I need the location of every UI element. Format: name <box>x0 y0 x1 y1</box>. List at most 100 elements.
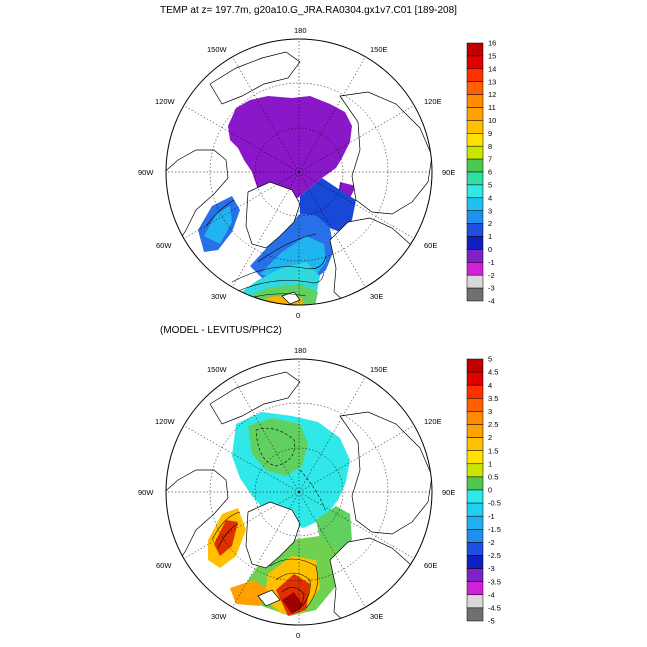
colorbar-cell <box>466 568 484 582</box>
colorbar-tick-label: 4 <box>488 193 492 202</box>
colorbar-cell <box>466 594 484 609</box>
p2-lon-150w: 150W <box>207 365 228 374</box>
colorbar-tick-label: 2 <box>488 433 492 442</box>
p1-lon-120e: 120E <box>424 97 442 106</box>
colorbar-tick-label: -1 <box>488 258 495 267</box>
colorbar-tick-label: 0.5 <box>488 473 498 482</box>
p2-lon-60e: 60E <box>424 561 437 570</box>
colorbar-tick-label: -3.5 <box>488 577 501 586</box>
colorbar-tick-label: -3 <box>488 284 495 293</box>
colorbar-cell <box>466 542 484 556</box>
p1-lon-60w: 60W <box>156 241 172 250</box>
colorbar-tick-label: 13 <box>488 77 496 86</box>
colorbar-cell <box>466 145 484 160</box>
p2-lon-30w: 30W <box>211 612 227 621</box>
colorbar-cell <box>466 371 484 386</box>
colorbar-cell <box>466 581 484 596</box>
diff-arctic-positive <box>248 418 308 476</box>
colorbar-cell <box>466 42 484 57</box>
colorbar-cell <box>466 450 484 465</box>
p1-lon-0: 0 <box>296 311 300 320</box>
colorbar-tick-label: 15 <box>488 52 496 61</box>
land2-greenland <box>245 501 301 569</box>
colorbar-cell <box>466 223 484 237</box>
colorbar-tick-label: 2 <box>488 219 492 228</box>
colorbar-tick-label: 4.5 <box>488 368 498 377</box>
colorbar-cell <box>466 197 484 211</box>
panel1-title: TEMP at z= 197.7m, g20a10.G_JRA.RA0304.g… <box>160 5 457 16</box>
p2-lon-120w: 120W <box>155 417 176 426</box>
colorbar-tick-label: 2.5 <box>488 420 498 429</box>
p1-lon-30w: 30W <box>211 292 227 301</box>
field-barents-cool <box>300 178 356 232</box>
colorbar-tick-label: 3 <box>488 206 492 215</box>
colorbar-cell <box>466 133 484 147</box>
colorbar-tick-label: 16 <box>488 39 496 48</box>
colorbar-cell <box>466 55 484 70</box>
p2-lon-30e: 30E <box>370 612 383 621</box>
colorbar-tick-label: 5 <box>488 181 492 190</box>
colorbar-tick-label: 3.5 <box>488 394 498 403</box>
colorbar-tick-label: -2 <box>488 271 495 280</box>
p2-lon-90w: 90W <box>138 488 154 497</box>
colorbar-tick-label: 10 <box>488 116 496 125</box>
p2-lon-90e: 90E <box>442 488 455 497</box>
colorbar-cell <box>466 502 484 517</box>
p1-lon-60e: 60E <box>424 241 437 250</box>
colorbar-tick-label: -2.5 <box>488 551 501 560</box>
colorbar-cell <box>466 81 484 95</box>
colorbar-tick-label: 5 <box>488 355 492 364</box>
land-alaska <box>209 51 301 105</box>
colorbar-tick-label: -4.5 <box>488 604 501 613</box>
colorbar-tick-label: 3 <box>488 407 492 416</box>
colorbar-cell <box>466 424 484 438</box>
colorbar-cell <box>466 287 484 302</box>
panel2-title: (MODEL - LEVITUS/PHC2) <box>160 325 282 336</box>
colorbar-tick-label: 7 <box>488 155 492 164</box>
panel2-colorbar: 5 4.5 4 3.5 3 2.5 2 1.5 1 0.5 0 -0.5 -1 -1.5 -2 -2.5 -3 -… <box>466 355 501 626</box>
colorbar-tick-label: -2 <box>488 538 495 547</box>
colorbar-cell <box>466 210 484 224</box>
colorbar-cell <box>466 398 484 412</box>
colorbar-tick-label: -1.5 <box>488 525 501 534</box>
p2-lon-180: 180 <box>294 346 307 355</box>
field-arctic-cold <box>228 96 352 206</box>
colorbar-tick-label: 1 <box>488 232 492 241</box>
colorbar-tick-label: 1.5 <box>488 446 498 455</box>
colorbar-tick-label: -1 <box>488 512 495 521</box>
colorbar-tick-label: 9 <box>488 129 492 138</box>
p1-lon-90w: 90W <box>138 168 154 177</box>
diff-nordic-max <box>282 592 302 614</box>
colorbar-cell <box>466 262 484 276</box>
colorbar-cell <box>466 94 484 108</box>
colorbar-cell <box>466 437 484 451</box>
land-iceland <box>281 291 301 305</box>
colorbar-tick-label: 0 <box>488 486 492 495</box>
colorbar-cell <box>466 489 484 504</box>
land2-iceland <box>257 589 281 607</box>
colorbar-cell <box>466 236 484 250</box>
colorbar-cell <box>466 411 484 425</box>
land2-alaska <box>209 371 301 425</box>
p1-lon-120w: 120W <box>155 97 176 106</box>
colorbar-tick-label: 14 <box>488 64 496 73</box>
colorbar-cell <box>466 158 484 173</box>
colorbar-tick-label: 11 <box>488 103 496 112</box>
colorbar-tick-label: 0 <box>488 245 492 254</box>
colorbar-tick-label: 6 <box>488 168 492 177</box>
p2-lon-0: 0 <box>296 631 300 640</box>
colorbar-cell <box>466 529 484 543</box>
p2-lon-120e: 120E <box>424 417 442 426</box>
p1-lon-150e: 150E <box>370 45 388 54</box>
p2-lon-150e: 150E <box>370 365 388 374</box>
colorbar-cell <box>466 463 484 478</box>
p1-lon-90e: 90E <box>442 168 455 177</box>
colorbar-cell <box>466 107 484 121</box>
land-greenland <box>245 181 301 249</box>
colorbar-cell <box>466 68 484 82</box>
colorbar-cell <box>466 515 484 530</box>
colorbar-cell <box>466 171 484 186</box>
panel2-map: 180 150E 120E 90E 60E 30E 0 30W 60W 90W … <box>138 346 455 640</box>
